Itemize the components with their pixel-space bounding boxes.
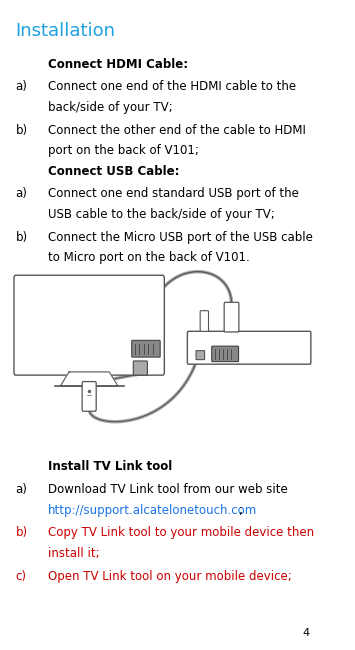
Text: to Micro port on the back of V101.: to Micro port on the back of V101. <box>48 252 249 265</box>
Text: Copy TV Link tool to your mobile device then: Copy TV Link tool to your mobile device … <box>48 526 314 539</box>
Text: Connect USB Cable:: Connect USB Cable: <box>48 165 179 178</box>
Text: c): c) <box>16 569 27 582</box>
Text: 4: 4 <box>303 627 310 638</box>
Text: Connect one end of the HDMI cable to the: Connect one end of the HDMI cable to the <box>48 80 296 93</box>
Text: Download TV Link tool from our web site: Download TV Link tool from our web site <box>48 483 287 496</box>
Text: a): a) <box>16 80 27 93</box>
FancyBboxPatch shape <box>133 361 147 375</box>
FancyBboxPatch shape <box>212 346 239 361</box>
FancyBboxPatch shape <box>200 311 208 332</box>
FancyBboxPatch shape <box>196 350 204 359</box>
Text: a): a) <box>16 187 27 200</box>
Text: USB cable to the back/side of your TV;: USB cable to the back/side of your TV; <box>48 208 274 221</box>
FancyBboxPatch shape <box>132 341 160 357</box>
Text: b): b) <box>16 124 28 136</box>
FancyBboxPatch shape <box>187 332 311 364</box>
Text: Connect one end standard USB port of the: Connect one end standard USB port of the <box>48 187 299 200</box>
Text: Connect the other end of the cable to HDMI: Connect the other end of the cable to HD… <box>48 124 305 136</box>
Text: Connect the Micro USB port of the USB cable: Connect the Micro USB port of the USB ca… <box>48 231 312 244</box>
Text: Install TV Link tool: Install TV Link tool <box>48 460 172 473</box>
FancyBboxPatch shape <box>82 382 96 411</box>
Text: port on the back of V101;: port on the back of V101; <box>48 144 198 157</box>
Text: Installation: Installation <box>16 22 116 40</box>
Text: http://support.alcatelonetouch.com: http://support.alcatelonetouch.com <box>48 504 257 517</box>
FancyBboxPatch shape <box>224 302 239 332</box>
Text: back/side of your TV;: back/side of your TV; <box>48 101 172 114</box>
Text: Open TV Link tool on your mobile device;: Open TV Link tool on your mobile device; <box>48 569 291 582</box>
Text: b): b) <box>16 526 28 539</box>
Text: b): b) <box>16 231 28 244</box>
Text: Connect HDMI Cable:: Connect HDMI Cable: <box>48 58 188 71</box>
Text: install it;: install it; <box>48 547 99 560</box>
FancyBboxPatch shape <box>14 275 164 375</box>
Polygon shape <box>60 372 118 386</box>
Text: ;: ; <box>238 504 242 517</box>
Text: a): a) <box>16 483 27 496</box>
